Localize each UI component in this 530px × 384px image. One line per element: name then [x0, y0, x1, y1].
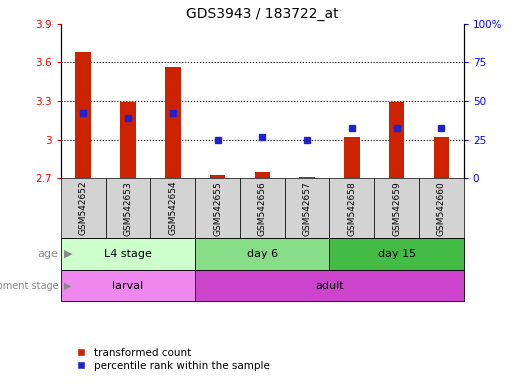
Bar — [195, 270, 464, 301]
Bar — [120, 102, 136, 179]
Bar — [285, 179, 330, 238]
Bar — [240, 179, 285, 238]
Text: age: age — [38, 249, 58, 259]
Text: GSM542657: GSM542657 — [303, 181, 312, 235]
Text: GSM542653: GSM542653 — [123, 181, 132, 235]
Text: L4 stage: L4 stage — [104, 249, 152, 259]
Bar — [61, 179, 105, 238]
Text: GSM542655: GSM542655 — [213, 181, 222, 235]
Bar — [254, 172, 270, 179]
Bar — [61, 238, 195, 270]
Text: day 15: day 15 — [377, 249, 416, 259]
Bar — [330, 179, 374, 238]
Text: development stage: development stage — [0, 281, 58, 291]
Text: GSM542654: GSM542654 — [169, 181, 178, 235]
Bar — [330, 238, 464, 270]
Text: GSM542660: GSM542660 — [437, 181, 446, 235]
Text: GSM542652: GSM542652 — [79, 181, 88, 235]
Bar — [105, 179, 151, 238]
Text: ▶: ▶ — [64, 249, 72, 259]
Bar — [389, 102, 404, 179]
Bar — [195, 179, 240, 238]
Bar — [434, 137, 449, 179]
Bar — [344, 137, 360, 179]
Text: GSM542659: GSM542659 — [392, 181, 401, 235]
Text: adult: adult — [315, 281, 344, 291]
Text: day 6: day 6 — [247, 249, 278, 259]
Text: GSM542658: GSM542658 — [347, 181, 356, 235]
Text: ▶: ▶ — [64, 281, 71, 291]
Text: larval: larval — [112, 281, 144, 291]
Bar — [195, 238, 330, 270]
Bar — [75, 52, 91, 179]
Bar — [210, 175, 225, 179]
Legend: transformed count, percentile rank within the sample: transformed count, percentile rank withi… — [66, 344, 275, 375]
Bar — [299, 177, 315, 179]
Bar — [61, 270, 195, 301]
Bar — [374, 179, 419, 238]
Title: GDS3943 / 183722_at: GDS3943 / 183722_at — [186, 7, 339, 21]
Bar — [419, 179, 464, 238]
Text: GSM542656: GSM542656 — [258, 181, 267, 235]
Bar — [165, 68, 181, 179]
Bar — [151, 179, 195, 238]
